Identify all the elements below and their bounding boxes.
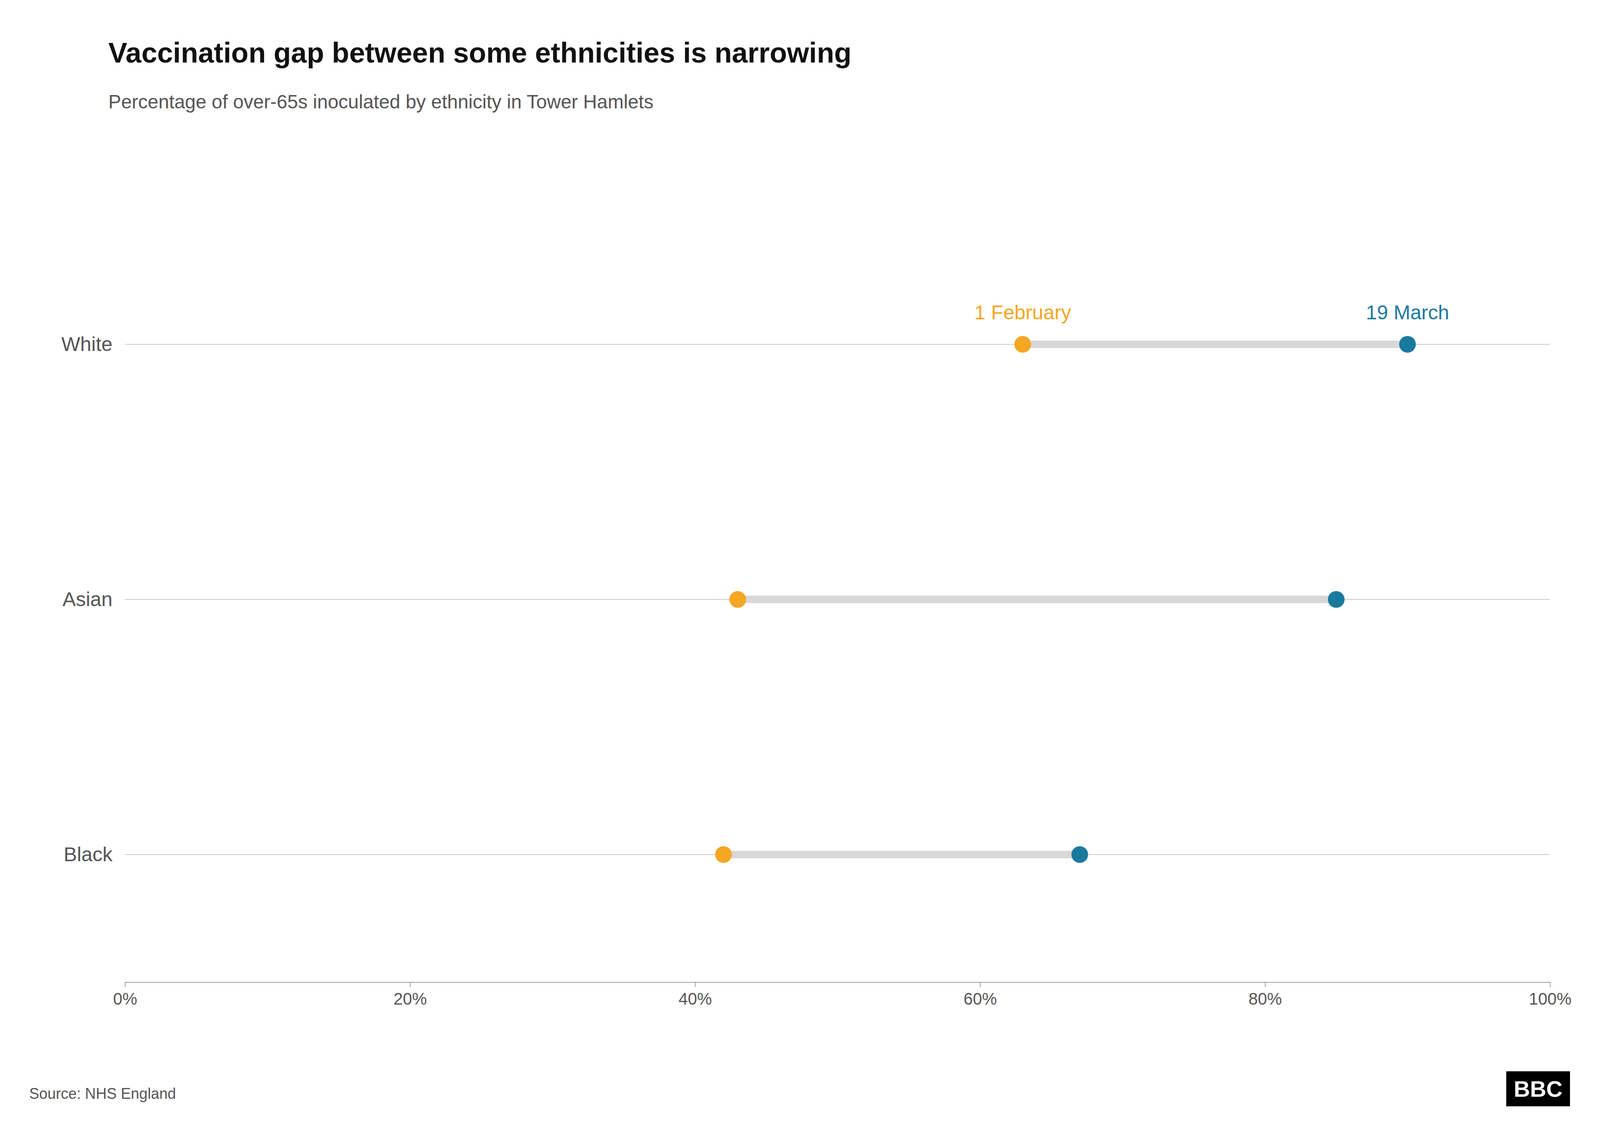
logo-text: BBC bbox=[1513, 1075, 1563, 1101]
y-tick-label: White bbox=[61, 332, 113, 355]
marks bbox=[715, 335, 1416, 863]
source: Source: NHS England bbox=[29, 1084, 176, 1102]
title: Vaccination gap between some ethnicities… bbox=[108, 36, 852, 69]
connector bbox=[1022, 340, 1408, 348]
dot-series bbox=[1071, 335, 1416, 863]
y-tick-label: Asian bbox=[62, 587, 113, 610]
y-tick: Black bbox=[63, 842, 125, 865]
x-tick-mark bbox=[1550, 981, 1551, 987]
logo: BBC bbox=[1506, 1070, 1570, 1106]
subtitle: Percentage of over-65s inoculated by eth… bbox=[108, 90, 654, 113]
x-tick-mark bbox=[695, 981, 696, 987]
x-tick: 40% bbox=[678, 981, 712, 1008]
x-tick: 80% bbox=[1248, 981, 1282, 1008]
x-tick-label: 60% bbox=[963, 989, 997, 1008]
y-tick-label: Black bbox=[63, 842, 113, 865]
connector bbox=[737, 595, 1337, 603]
row-line bbox=[125, 343, 1550, 345]
x-tick-label: 0% bbox=[113, 989, 138, 1008]
y-tick: Asian bbox=[62, 587, 125, 610]
x-tick-mark bbox=[1265, 981, 1266, 987]
x-tick: 60% bbox=[963, 981, 997, 1008]
dot bbox=[1014, 335, 1032, 353]
connector bbox=[723, 850, 1080, 858]
legend-label: 19 March bbox=[1365, 301, 1450, 324]
dot bbox=[1071, 845, 1088, 863]
chart: Vaccination gap between some ethnicities… bbox=[0, 0, 1600, 1128]
x-tick-mark bbox=[125, 981, 126, 987]
dot bbox=[729, 590, 747, 608]
x-axis: 0% 20% 40% 60% 80% 100% bbox=[113, 981, 1572, 1008]
x-axis-line bbox=[125, 982, 1551, 988]
row-line bbox=[125, 853, 1550, 855]
dot-series bbox=[715, 335, 1031, 863]
logo-box bbox=[1506, 1070, 1570, 1106]
connectors bbox=[723, 344, 1408, 855]
x-tick-mark bbox=[410, 981, 411, 987]
x-tick-label: 80% bbox=[1248, 989, 1282, 1008]
plot: 0% 20% 40% 60% 80% 100% White Asian Black 1 Febru… bbox=[61, 301, 1572, 1008]
dot bbox=[1327, 590, 1345, 608]
y-axis: White Asian Black bbox=[61, 332, 125, 865]
x-tick: 20% bbox=[393, 981, 427, 1008]
x-tick: 100% bbox=[1528, 981, 1572, 1008]
row-lines bbox=[125, 344, 1550, 855]
dot bbox=[715, 845, 732, 863]
y-tick: White bbox=[61, 332, 125, 355]
dot bbox=[1399, 335, 1416, 353]
x-tick: 0% bbox=[113, 981, 138, 1008]
x-tick-mark bbox=[980, 981, 981, 987]
x-tick-label: 100% bbox=[1528, 989, 1572, 1008]
legend-label: 1 February bbox=[974, 301, 1072, 324]
x-tick-label: 40% bbox=[678, 989, 712, 1008]
x-tick-label: 20% bbox=[393, 989, 427, 1008]
